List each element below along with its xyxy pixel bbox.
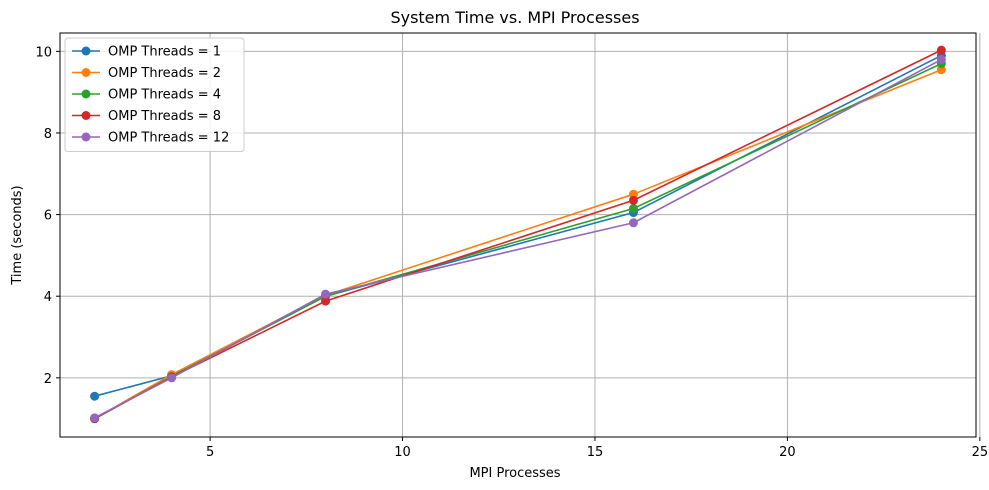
legend-marker [81,132,91,142]
x-tick-label: 25 [972,445,989,460]
legend-item: OMP Threads = 12 [72,131,229,146]
legend-item: OMP Threads = 8 [72,109,221,124]
y-tick-label: 4 [44,290,52,305]
legend-label: OMP Threads = 12 [108,131,229,146]
series-layer [90,45,946,424]
ticks: 5 10 15 20 25 2 4 6 8 10 [35,45,988,460]
legend-label: OMP Threads = 2 [108,66,221,81]
data-point [90,391,100,401]
x-tick-label: 20 [779,445,796,460]
data-point [167,373,177,383]
series-5 [90,55,946,423]
legend-marker [81,68,91,77]
data-point [628,218,638,228]
plot-frame [59,32,977,438]
legend-marker [81,89,91,99]
legend-label: OMP Threads = 1 [108,45,221,60]
x-tick-label: 15 [587,445,604,460]
legend-marker [81,46,91,56]
x-tick-label: 10 [394,445,411,460]
y-tick-label: 10 [35,45,52,60]
chart-title: System Time vs. MPI Processes [390,8,639,27]
data-point [936,45,946,55]
legend-item: OMP Threads = 1 [72,45,221,60]
y-tick-label: 6 [44,209,52,224]
legend-marker [81,111,91,120]
legend: OMP Threads = 1 OMP Threads = 2 OMP Thread… [64,37,245,152]
legend-box [64,37,245,152]
data-point [628,195,638,205]
y-tick-label: 8 [44,127,52,142]
data-point [628,203,638,213]
data-point [321,289,331,299]
legend-label: OMP Threads = 4 [108,88,221,103]
data-point [936,55,946,65]
data-point [321,296,331,306]
y-axis-label: Time (seconds) [10,185,25,285]
y-tick-label: 2 [44,372,52,387]
legend-item: OMP Threads = 2 [72,66,221,81]
legend-item: OMP Threads = 4 [72,88,221,103]
x-axis-label: MPI Processes [469,466,560,481]
legend-label: OMP Threads = 8 [108,109,221,124]
data-point [90,413,100,423]
x-tick-label: 5 [206,445,214,460]
